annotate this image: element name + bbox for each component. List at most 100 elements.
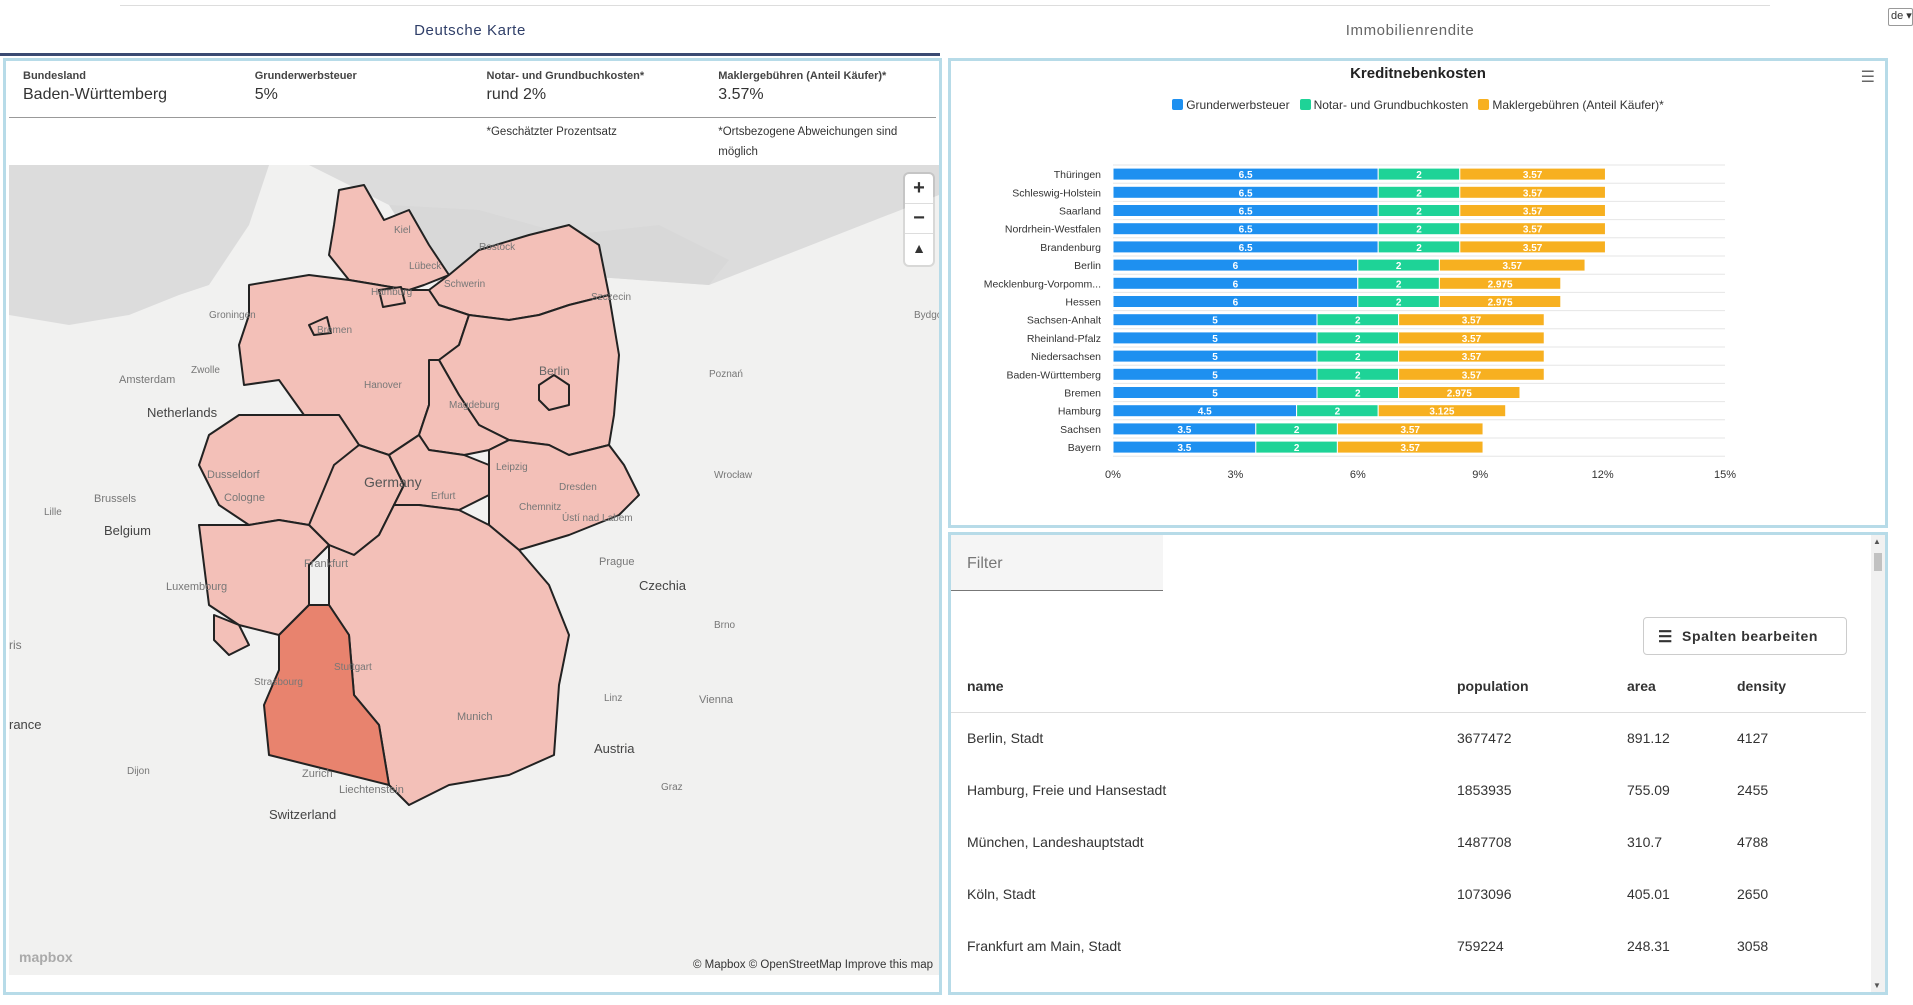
label-belgium: Belgium [104, 523, 151, 538]
cell-area: 755.09 [1627, 782, 1670, 798]
category-label: Hessen [1065, 297, 1101, 309]
cell-density: 4788 [1737, 834, 1769, 850]
region-saarland[interactable] [213, 614, 250, 656]
mapbox-logo[interactable]: mapbox [19, 949, 73, 965]
cell-population: 759224 [1457, 938, 1504, 954]
header-area[interactable]: area [1611, 660, 1721, 713]
tab-immobilienrendite[interactable]: Immobilienrendite [1345, 22, 1475, 39]
data-label: 2 [1416, 225, 1422, 236]
bar-segment[interactable] [1377, 404, 1507, 418]
bar-segment[interactable] [1336, 422, 1484, 436]
region-hamburg[interactable] [378, 286, 406, 308]
data-label: 3.57 [1502, 261, 1522, 272]
table-scrollbar[interactable]: ▲ ▼ [1871, 535, 1885, 992]
region-bremen[interactable] [308, 316, 332, 336]
category-label: Schleswig-Holstein [1012, 187, 1101, 199]
cell-area: 891.12 [1627, 730, 1670, 747]
info-value: Baden-Württemberg [23, 86, 168, 103]
zoom-out-button[interactable]: − [905, 204, 933, 234]
germany-map[interactable]: Kiel Rostock Lübeck Hamburg Schwerin Szc… [9, 165, 939, 975]
map-zoom-controls: + − ▲ [905, 174, 933, 265]
compass-button[interactable]: ▲ [912, 240, 926, 256]
bar-segment[interactable] [1459, 167, 1606, 181]
attribution-text[interactable]: © Mapbox © OpenStreetMap [692, 959, 842, 971]
zoom-in-button[interactable]: + [905, 174, 933, 204]
label-strasbourg: Strasbourg [254, 677, 303, 688]
label-munich: Munich [457, 711, 492, 723]
label-bremen: Bremen [317, 325, 352, 336]
table-row[interactable]: Hamburg, Freie und Hansestadt 1853935 755.… [951, 764, 1866, 816]
bar-segment[interactable] [1398, 313, 1545, 327]
bar-segment[interactable] [1336, 440, 1484, 454]
table-header-row: name population area density [951, 660, 1866, 713]
scroll-down-icon[interactable]: ▼ [1873, 981, 1881, 990]
language-select[interactable]: de ▾ [1888, 8, 1913, 26]
region-rheinland-pfalz[interactable] [198, 519, 330, 636]
bar-segment[interactable] [1459, 240, 1606, 254]
region-berlin[interactable] [538, 374, 570, 411]
legend-item[interactable]: Maklergebühren (Anteil Käufer)* [1478, 98, 1664, 112]
bar-segment[interactable] [1438, 295, 1562, 308]
data-table: name population area density Berlin, Sta… [951, 660, 1866, 972]
data-label: 2 [1416, 188, 1422, 199]
header-name[interactable]: name [951, 660, 1441, 713]
data-label: 5 [1212, 389, 1218, 400]
scroll-thumb[interactable] [1874, 553, 1882, 571]
bar-segment[interactable] [1398, 331, 1545, 345]
edit-columns-button[interactable]: ☰ Spalten bearbeiten [1643, 617, 1847, 655]
data-label: 2 [1355, 352, 1361, 363]
legend-item[interactable]: Notar- und Grundbuchkosten [1299, 98, 1468, 112]
tick-label: 9% [1472, 469, 1488, 481]
label-wroclaw: Wrocław [714, 470, 753, 481]
data-label: 6.5 [1239, 207, 1253, 218]
chart-title: Kreditnebenkosten [1350, 65, 1486, 82]
header-density[interactable]: density [1721, 660, 1866, 713]
table-row[interactable]: München, Landeshauptstadt 1487708 310.7 478… [951, 816, 1866, 868]
info-label: Grunderwerbsteuer [254, 70, 357, 82]
bar-segment[interactable] [1459, 222, 1606, 236]
label-rostock: Rostock [479, 242, 516, 253]
bar-segment[interactable] [1438, 258, 1586, 272]
improve-map-link[interactable]: Improve this map [844, 959, 933, 971]
data-label: 3.57 [1523, 243, 1543, 254]
scroll-up-icon[interactable]: ▲ [1873, 537, 1881, 546]
label-dijon: Dijon [127, 766, 150, 777]
table-row[interactable]: Frankfurt am Main, Stadt 759224 248.31 3058 [951, 920, 1866, 972]
label-duesseldorf: Dusseldorf [207, 469, 261, 481]
category-label: Baden-Württemberg [1006, 369, 1101, 381]
tab-deutsche-karte[interactable]: Deutsche Karte [0, 6, 940, 56]
filter-input[interactable]: Filter [951, 535, 1163, 591]
table-row[interactable]: Berlin, Stadt 3677472 891.12 4127 [951, 712, 1866, 764]
bar-segment[interactable] [1398, 367, 1545, 381]
data-label: 2.975 [1488, 279, 1513, 290]
header-population[interactable]: population [1441, 660, 1611, 713]
bar-segment[interactable] [1398, 386, 1521, 399]
map-canvas[interactable]: Kiel Rostock Lübeck Hamburg Schwerin Szc… [9, 165, 939, 975]
tick-label: 6% [1350, 469, 1366, 481]
data-label: 3.125 [1429, 407, 1454, 418]
tick-label: 12% [1592, 469, 1614, 481]
region-sachsen[interactable] [488, 439, 640, 551]
bar-segment[interactable] [1438, 276, 1562, 290]
tab-bar: Deutsche Karte Immobilienrendite [0, 6, 1880, 56]
legend-item[interactable]: Grunderwerbsteuer [1172, 98, 1290, 112]
info-value: rund 2% [486, 86, 547, 103]
data-label: 2 [1294, 425, 1300, 436]
cell-population: 1487708 [1457, 834, 1512, 850]
label-hanover: Hanover [364, 380, 402, 391]
region-schleswig-holstein[interactable] [328, 184, 450, 291]
bar-segment[interactable] [1398, 349, 1545, 363]
table-row[interactable]: Köln, Stadt 1073096 405.01 2650 [951, 868, 1866, 920]
data-label: 4.5 [1198, 407, 1212, 418]
data-label: 2 [1416, 243, 1422, 254]
data-label: 2 [1355, 389, 1361, 400]
bar-segment[interactable] [1459, 185, 1606, 199]
region-baden-wuerttemberg[interactable] [263, 604, 390, 786]
data-label: 6 [1233, 279, 1239, 290]
label-groningen: Groningen [209, 310, 256, 321]
label-graz: Graz [661, 782, 683, 793]
menu-icon[interactable]: ☰ [1860, 69, 1875, 86]
category-label: Bayern [1068, 442, 1101, 454]
bar-segment[interactable] [1459, 204, 1606, 217]
info-label: Notar- und Grundbuchkosten* [486, 70, 645, 82]
